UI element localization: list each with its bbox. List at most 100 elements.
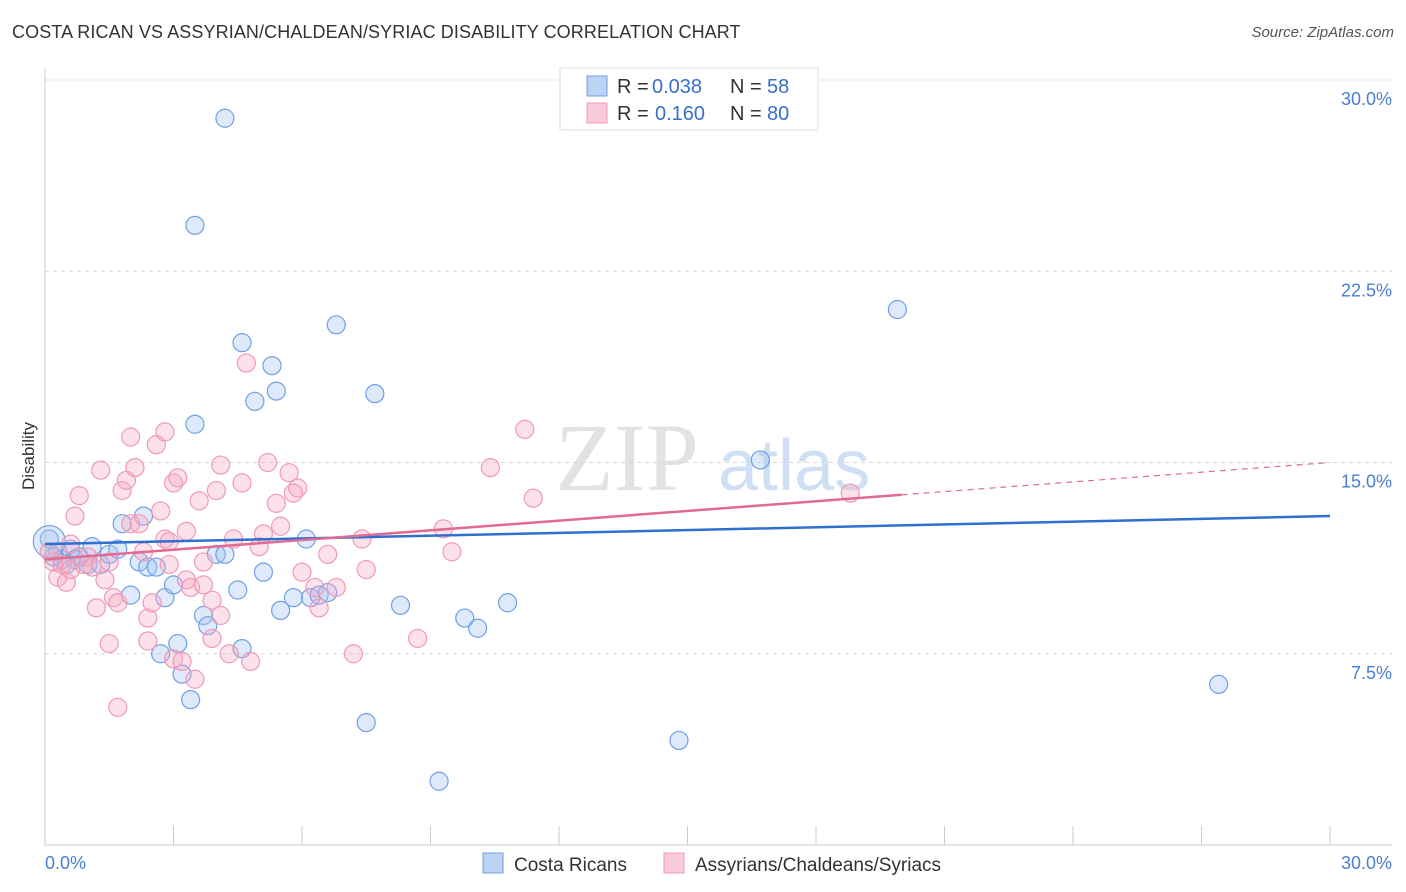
point-assyrians-60 bbox=[292, 562, 312, 582]
point-assyrians-43 bbox=[193, 575, 214, 595]
point-assyrians-57 bbox=[270, 516, 291, 536]
point-assyrians-58 bbox=[279, 463, 299, 483]
point-assyrians-6 bbox=[65, 506, 85, 526]
top-legend: R = 0.038 N = 58 R = 0.160 N = 80 bbox=[559, 67, 819, 131]
point-assyrians-44 bbox=[202, 590, 222, 610]
point-assyrians-36 bbox=[168, 468, 188, 488]
point-costa-ricans-50 bbox=[498, 593, 518, 613]
point-assyrians-41 bbox=[189, 491, 209, 511]
point-costa-ricans-54 bbox=[887, 299, 907, 320]
point-assyrians-33 bbox=[159, 554, 179, 575]
legend-r-value-blue: 0.038 bbox=[652, 76, 702, 98]
point-assyrians-31 bbox=[155, 422, 175, 442]
point-assyrians-30 bbox=[151, 501, 171, 521]
point-assyrians-76 bbox=[176, 521, 196, 541]
trend-line-costa-ricans bbox=[44, 514, 1331, 546]
point-costa-ricans-52 bbox=[669, 730, 689, 751]
point-assyrians-4 bbox=[56, 572, 77, 592]
point-assyrians-75 bbox=[206, 480, 226, 501]
point-costa-ricans-25 bbox=[193, 605, 214, 626]
y-tick-label-0: 7.5% bbox=[1351, 663, 1392, 683]
point-costa-ricans-22 bbox=[181, 690, 201, 710]
point-costa-ricans-46 bbox=[390, 595, 411, 615]
point-assyrians-40 bbox=[185, 669, 205, 689]
point-assyrians-56 bbox=[266, 493, 286, 513]
y-tick-label-2: 22.5% bbox=[1341, 280, 1392, 300]
chart-title: COSTA RICAN VS ASSYRIAN/CHALDEAN/SYRIAC … bbox=[12, 22, 741, 42]
legend-r-value-pink: 0.160 bbox=[655, 103, 705, 125]
watermark-atlas: atlas bbox=[718, 426, 870, 506]
point-assyrians-7 bbox=[69, 486, 89, 506]
bottom-legend-swatch-pink bbox=[663, 852, 685, 874]
legend-r-label-pink: R = bbox=[617, 103, 649, 125]
legend-swatch-blue bbox=[586, 75, 608, 97]
trend-lines bbox=[44, 461, 1331, 561]
point-assyrians-72 bbox=[515, 419, 535, 439]
point-costa-ricans-20 bbox=[168, 633, 188, 654]
axes bbox=[44, 68, 1392, 846]
bottom-legend: Costa Ricans Assyrians/Chaldeans/Syriacs bbox=[482, 852, 941, 876]
tick-labels: 7.5% 15.0% 22.5% 30.0% 0.0% 30.0% bbox=[45, 89, 1392, 873]
point-costa-ricans-55 bbox=[1209, 674, 1229, 694]
point-assyrians-19 bbox=[112, 480, 132, 501]
point-assyrians-15 bbox=[99, 552, 119, 572]
legend-swatch-pink bbox=[586, 102, 608, 124]
legend-n-value-blue: 58 bbox=[767, 76, 789, 98]
point-costa-ricans-49 bbox=[468, 618, 488, 638]
point-costa-ricans-45 bbox=[365, 384, 385, 404]
bottom-legend-swatch-blue bbox=[482, 852, 504, 874]
point-assyrians-27 bbox=[138, 608, 158, 628]
point-costa-ricans-47 bbox=[429, 771, 449, 791]
point-assyrians-26 bbox=[138, 631, 158, 651]
point-assyrians-42 bbox=[193, 552, 214, 572]
point-assyrians-11 bbox=[86, 598, 107, 618]
point-assyrians-47 bbox=[211, 455, 231, 475]
point-assyrians-5 bbox=[61, 559, 81, 580]
point-assyrians-23 bbox=[125, 458, 145, 478]
point-costa-ricans-31 bbox=[232, 333, 252, 353]
point-assyrians-10 bbox=[82, 557, 102, 577]
point-costa-ricans-24 bbox=[185, 215, 205, 235]
point-assyrians-17 bbox=[108, 593, 128, 613]
point-assyrians-37 bbox=[172, 651, 192, 672]
watermark-zip: ZIP bbox=[555, 404, 699, 511]
trend-line-assyrians-extrapolated bbox=[901, 461, 1331, 496]
point-assyrians-12 bbox=[91, 460, 111, 480]
point-assyrians-66 bbox=[352, 529, 372, 549]
point-assyrians-71 bbox=[480, 458, 501, 478]
point-assyrians-61 bbox=[305, 577, 325, 598]
point-assyrians-46 bbox=[211, 605, 231, 626]
point-assyrians-68 bbox=[408, 628, 428, 649]
point-assyrians-24 bbox=[129, 514, 149, 534]
y-tick-label-1: 15.0% bbox=[1341, 472, 1392, 492]
point-assyrians-0 bbox=[39, 542, 59, 562]
x-tick-label-0: 0.0% bbox=[45, 853, 86, 873]
legend-n-value-pink: 80 bbox=[767, 103, 789, 125]
y-axis-title: Disability bbox=[19, 421, 38, 490]
point-assyrians-79 bbox=[283, 483, 304, 503]
point-costa-ricans-cluster bbox=[32, 524, 66, 559]
bottom-legend-label-blue: Costa Ricans bbox=[514, 855, 627, 876]
legend-r-label-blue: R = bbox=[617, 76, 649, 98]
point-assyrians-52 bbox=[241, 651, 261, 672]
point-assyrians-65 bbox=[343, 644, 363, 664]
point-costa-ricans-36 bbox=[266, 381, 286, 401]
point-costa-ricans-48 bbox=[455, 608, 475, 628]
point-assyrians-18 bbox=[108, 697, 128, 717]
point-costa-ricans-37 bbox=[270, 600, 291, 621]
point-costa-ricans-17 bbox=[151, 644, 171, 664]
series-assyrians bbox=[39, 353, 860, 717]
point-costa-ricans-53 bbox=[750, 450, 770, 470]
point-costa-ricans-38 bbox=[283, 588, 304, 608]
point-assyrians-70 bbox=[442, 542, 462, 562]
point-costa-ricans-23 bbox=[185, 414, 205, 434]
point-costa-ricans-35 bbox=[262, 356, 282, 376]
point-costa-ricans-30 bbox=[228, 580, 248, 600]
point-assyrians-73 bbox=[523, 488, 543, 508]
point-assyrians-13 bbox=[95, 570, 115, 590]
y-tick-label-3: 30.0% bbox=[1341, 89, 1392, 109]
point-assyrians-48 bbox=[219, 644, 239, 664]
legend-n-label-pink: N = bbox=[730, 103, 762, 125]
point-assyrians-28 bbox=[142, 593, 162, 613]
